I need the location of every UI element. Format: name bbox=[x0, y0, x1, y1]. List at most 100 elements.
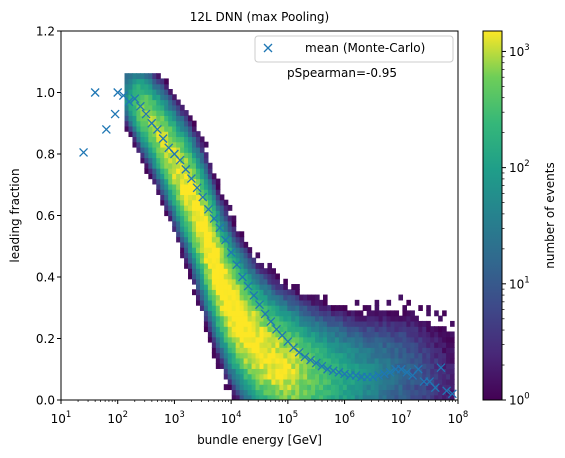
mean-point bbox=[186, 174, 196, 184]
heatmap-cell bbox=[215, 315, 221, 322]
heatmap-cell bbox=[172, 210, 177, 217]
heatmap-cell bbox=[442, 342, 447, 348]
heatmap-cell bbox=[203, 284, 209, 290]
heatmap-cell bbox=[195, 162, 201, 169]
heatmap-cell bbox=[267, 315, 273, 322]
heatmap-cell bbox=[251, 278, 257, 285]
heatmap-cell bbox=[446, 363, 451, 369]
heatmap-cell bbox=[386, 363, 392, 369]
heatmap-cell bbox=[390, 357, 396, 364]
heatmap-cell bbox=[140, 88, 145, 95]
heatmap-cell bbox=[326, 336, 332, 343]
heatmap-cell bbox=[271, 284, 276, 290]
heatmap-cell bbox=[287, 342, 292, 348]
heatmap-cell bbox=[219, 252, 225, 259]
heatmap-cell bbox=[410, 342, 415, 348]
heatmap-cell bbox=[315, 373, 320, 380]
heatmap-cell bbox=[418, 373, 423, 380]
heatmap-cell bbox=[148, 73, 153, 80]
heatmap-cell bbox=[338, 326, 344, 333]
heatmap-cell bbox=[164, 115, 169, 122]
heatmap-cell bbox=[251, 326, 257, 333]
heatmap-cell bbox=[136, 115, 141, 122]
heatmap-cell bbox=[362, 352, 368, 359]
heatmap-cell bbox=[132, 131, 138, 138]
heatmap-cell bbox=[319, 357, 324, 364]
heatmap-cell bbox=[192, 125, 197, 132]
heatmap-cell bbox=[323, 305, 328, 311]
heatmap-cell bbox=[330, 336, 336, 343]
heatmap-cell bbox=[263, 289, 269, 296]
mean-point bbox=[328, 366, 338, 376]
heatmap-cell bbox=[283, 384, 288, 391]
heatmap-cell bbox=[215, 320, 221, 327]
heatmap-cell bbox=[124, 115, 130, 122]
heatmap-cell bbox=[370, 363, 376, 369]
heatmap-cell bbox=[199, 278, 205, 285]
heatmap-cell bbox=[402, 357, 407, 364]
heatmap-cell bbox=[247, 394, 253, 400]
heatmap-cell bbox=[203, 236, 209, 243]
heatmap-cell bbox=[203, 273, 209, 280]
heatmap-cell bbox=[251, 305, 257, 311]
heatmap-cell bbox=[239, 342, 245, 348]
heatmap-cell bbox=[156, 162, 161, 169]
heatmap-cell bbox=[152, 120, 157, 127]
heatmap-cell bbox=[438, 389, 443, 396]
x-axis: 101 102 103 104 105 106 107 108 bbox=[51, 400, 468, 426]
heatmap-cell bbox=[338, 378, 344, 385]
heatmap-cell bbox=[338, 384, 344, 391]
heatmap-cell bbox=[124, 99, 130, 106]
heatmap-cell bbox=[374, 363, 380, 369]
heatmap-cell bbox=[235, 352, 241, 359]
heatmap-cell bbox=[251, 363, 257, 369]
heatmap-cell bbox=[398, 384, 404, 391]
heatmap-cell bbox=[315, 326, 320, 333]
heatmap-cell bbox=[418, 394, 423, 400]
heatmap-cell bbox=[195, 146, 201, 153]
heatmap-cell bbox=[287, 368, 292, 375]
heatmap-cell bbox=[398, 347, 404, 354]
heatmap-cell bbox=[136, 110, 141, 116]
heatmap-cell bbox=[299, 342, 304, 348]
heatmap-cell bbox=[279, 284, 284, 290]
heatmap-cell bbox=[207, 268, 213, 275]
heatmap-cell bbox=[390, 310, 396, 317]
heatmap-cell bbox=[132, 115, 138, 122]
heatmap-cell bbox=[267, 289, 273, 296]
heatmap-cell bbox=[207, 257, 213, 264]
heatmap-cell bbox=[295, 320, 300, 327]
heatmap-cell bbox=[394, 331, 400, 338]
heatmap-cell bbox=[160, 199, 165, 206]
heatmap-cell bbox=[124, 78, 130, 85]
heatmap-cell bbox=[299, 310, 304, 317]
heatmap-cell bbox=[164, 94, 169, 101]
heatmap-cell bbox=[247, 315, 253, 322]
heatmap-cell bbox=[267, 310, 273, 317]
heatmap-cell bbox=[315, 384, 320, 391]
heatmap-cell bbox=[239, 394, 245, 400]
heatmap-cell bbox=[283, 278, 288, 285]
heatmap-cell bbox=[315, 320, 320, 327]
heatmap-cell bbox=[199, 189, 205, 196]
heatmap-cell bbox=[406, 326, 411, 333]
heatmap-cell bbox=[279, 352, 284, 359]
heatmap-cell bbox=[255, 342, 261, 348]
heatmap-cell bbox=[199, 146, 205, 153]
heatmap-cell bbox=[255, 278, 261, 285]
heatmap-cell bbox=[334, 342, 340, 348]
heatmap-cell bbox=[263, 394, 269, 400]
heatmap-cell bbox=[180, 252, 185, 259]
heatmap-cell bbox=[362, 315, 368, 322]
heatmap-cell bbox=[203, 189, 209, 196]
heatmap-cell bbox=[275, 315, 280, 322]
heatmap-cell bbox=[247, 305, 253, 311]
heatmap-cell bbox=[346, 394, 352, 400]
heatmap-cell bbox=[295, 352, 300, 359]
heatmap-cell bbox=[326, 363, 332, 369]
mean-point bbox=[323, 364, 333, 374]
heatmap-cell bbox=[180, 120, 185, 127]
heatmap-cell bbox=[334, 315, 340, 322]
heatmap-cell bbox=[342, 326, 348, 333]
heatmap-cell bbox=[239, 252, 245, 259]
